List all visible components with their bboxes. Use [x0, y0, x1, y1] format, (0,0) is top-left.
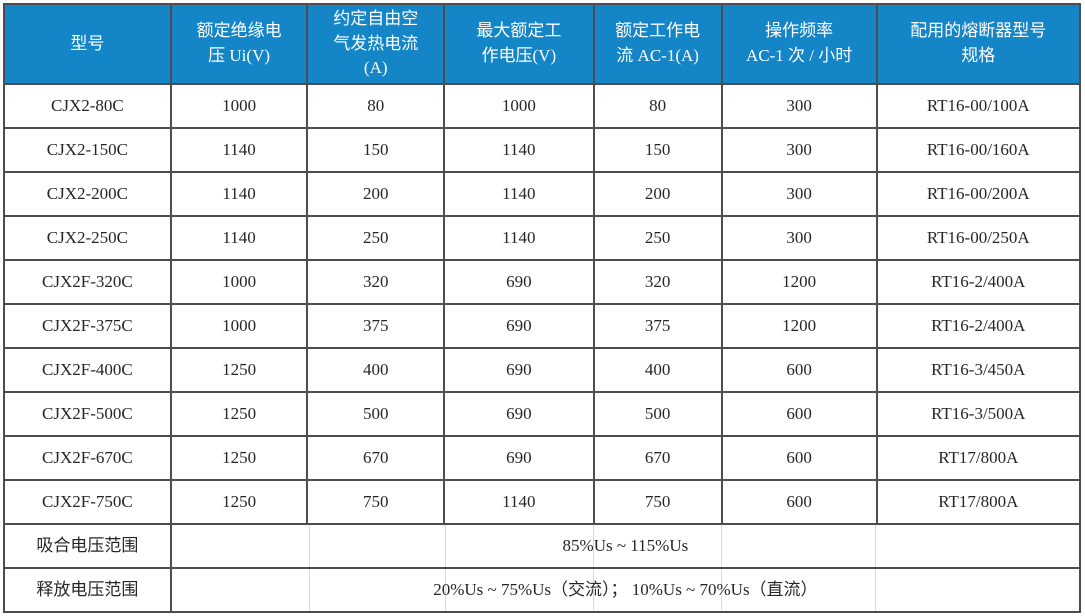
- table-cell: 670: [592, 435, 723, 481]
- table-header: 型号 额定绝缘电 压 Ui(V) 约定自由空 气发热电流 (A) 最大额定工 作…: [3, 3, 1082, 85]
- table-cell: 150: [592, 127, 723, 173]
- table-cell: 600: [720, 391, 878, 437]
- table-cell: 1250: [169, 391, 309, 437]
- table-cell: 1000: [169, 303, 309, 349]
- model-cell: CJX2-200C: [3, 171, 172, 217]
- table-cell: RT16-3/450A: [875, 347, 1082, 393]
- table-cell: 690: [443, 391, 595, 437]
- table-cell: 670: [306, 435, 446, 481]
- column-header-thermal-current: 约定自由空 气发热电流 (A): [306, 3, 446, 85]
- table-cell: 750: [592, 479, 723, 525]
- table-cell: RT16-00/200A: [875, 171, 1082, 217]
- column-header-fuse-spec: 配用的熔断器型号 规格: [875, 3, 1082, 85]
- column-header-max-voltage: 最大额定工 作电压(V): [443, 3, 595, 85]
- table-cell: RT16-2/400A: [875, 303, 1082, 349]
- column-header-model: 型号: [3, 3, 172, 85]
- table-cell: 690: [443, 347, 595, 393]
- model-cell: CJX2F-400C: [3, 347, 172, 393]
- table-row: CJX2F-320C 1000 320 690 320 1200 RT16-2/400A: [3, 259, 1082, 305]
- summary-row-pickup-voltage: 吸合电压范围 85%Us ~ 115%Us: [3, 523, 1082, 569]
- model-cell: CJX2F-670C: [3, 435, 172, 481]
- summary-label-release: 释放电压范围: [3, 567, 172, 613]
- column-header-rated-current: 额定工作电 流 AC-1(A): [592, 3, 723, 85]
- table-cell: 1140: [443, 171, 595, 217]
- table-cell: 300: [720, 215, 878, 261]
- table-cell: 250: [306, 215, 446, 261]
- table-cell: 80: [592, 83, 723, 129]
- table-cell: 300: [720, 127, 878, 173]
- table-cell: 400: [306, 347, 446, 393]
- table-cell: 1250: [169, 347, 309, 393]
- table-cell: 320: [592, 259, 723, 305]
- table-cell: RT17/800A: [875, 435, 1082, 481]
- table-cell: 1000: [443, 83, 595, 129]
- table-cell: 300: [720, 83, 878, 129]
- contactor-spec-table: 型号 额定绝缘电 压 Ui(V) 约定自由空 气发热电流 (A) 最大额定工 作…: [3, 3, 1082, 613]
- table-cell: 1250: [169, 435, 309, 481]
- table-cell: 600: [720, 479, 878, 525]
- table-cell: RT16-00/160A: [875, 127, 1082, 173]
- model-cell: CJX2-80C: [3, 83, 172, 129]
- summary-label-pickup: 吸合电压范围: [3, 523, 172, 569]
- table-cell: 80: [306, 83, 446, 129]
- table-cell: 200: [592, 171, 723, 217]
- model-cell: CJX2F-500C: [3, 391, 172, 437]
- table-cell: 1000: [169, 259, 309, 305]
- table-row: CJX2-150C 1140 150 1140 150 300 RT16-00/160A: [3, 127, 1082, 173]
- table-cell: 1200: [720, 259, 878, 305]
- table-cell: 375: [592, 303, 723, 349]
- model-cell: CJX2-150C: [3, 127, 172, 173]
- table-cell: 750: [306, 479, 446, 525]
- table-row: CJX2F-670C 1250 670 690 670 600 RT17/800A: [3, 435, 1082, 481]
- table-cell: 1000: [169, 83, 309, 129]
- table-cell: RT17/800A: [875, 479, 1082, 525]
- table-row: CJX2F-375C 1000 375 690 375 1200 RT16-2/400A: [3, 303, 1082, 349]
- model-cell: CJX2-250C: [3, 215, 172, 261]
- table-row: CJX2-80C 1000 80 1000 80 300 RT16-00/100A: [3, 83, 1082, 129]
- table-cell: 600: [720, 435, 878, 481]
- table-cell: 600: [720, 347, 878, 393]
- table-cell: 250: [592, 215, 723, 261]
- summary-row-release-voltage: 释放电压范围 20%Us ~ 75%Us（交流）； 10%Us ~ 70%Us（…: [3, 567, 1082, 613]
- table-cell: RT16-3/500A: [875, 391, 1082, 437]
- table-cell: 200: [306, 171, 446, 217]
- table-cell: 690: [443, 259, 595, 305]
- table-cell: RT16-2/400A: [875, 259, 1082, 305]
- table-cell: 1200: [720, 303, 878, 349]
- table-cell: 500: [592, 391, 723, 437]
- table-row: CJX2-200C 1140 200 1140 200 300 RT16-00/200A: [3, 171, 1082, 217]
- model-cell: CJX2F-320C: [3, 259, 172, 305]
- model-cell: CJX2F-750C: [3, 479, 172, 525]
- table-cell: RT16-00/250A: [875, 215, 1082, 261]
- summary-value-pickup: 85%Us ~ 115%Us: [169, 523, 1082, 569]
- table-cell: 400: [592, 347, 723, 393]
- table-cell: 690: [443, 303, 595, 349]
- table-cell: 1250: [169, 479, 309, 525]
- header-row: 型号 额定绝缘电 压 Ui(V) 约定自由空 气发热电流 (A) 最大额定工 作…: [3, 3, 1082, 85]
- table-cell: 1140: [169, 215, 309, 261]
- table-cell: RT16-00/100A: [875, 83, 1082, 129]
- model-cell: CJX2F-375C: [3, 303, 172, 349]
- table-row: CJX2F-500C 1250 500 690 500 600 RT16-3/500A: [3, 391, 1082, 437]
- table-cell: 1140: [443, 215, 595, 261]
- column-header-operating-frequency: 操作频率 AC-1 次 / 小时: [720, 3, 878, 85]
- table-cell: 1140: [443, 127, 595, 173]
- table-cell: 690: [443, 435, 595, 481]
- table-cell: 320: [306, 259, 446, 305]
- table-cell: 1140: [169, 127, 309, 173]
- table-cell: 1140: [169, 171, 309, 217]
- summary-value-release: 20%Us ~ 75%Us（交流）； 10%Us ~ 70%Us（直流）: [169, 567, 1082, 613]
- table-cell: 375: [306, 303, 446, 349]
- table-body: CJX2-80C 1000 80 1000 80 300 RT16-00/100A CJX2-…: [3, 83, 1082, 525]
- table-summary: 吸合电压范围 85%Us ~ 115%Us 释放电压范围 20%Us ~ 75%…: [3, 523, 1082, 613]
- table-cell: 1140: [443, 479, 595, 525]
- table-row: CJX2F-400C 1250 400 690 400 600 RT16-3/450A: [3, 347, 1082, 393]
- table-cell: 300: [720, 171, 878, 217]
- table-cell: 500: [306, 391, 446, 437]
- column-header-insulation-voltage: 额定绝缘电 压 Ui(V): [169, 3, 309, 85]
- table-row: CJX2F-750C 1250 750 1140 750 600 RT17/800A: [3, 479, 1082, 525]
- table-cell: 150: [306, 127, 446, 173]
- table-row: CJX2-250C 1140 250 1140 250 300 RT16-00/250A: [3, 215, 1082, 261]
